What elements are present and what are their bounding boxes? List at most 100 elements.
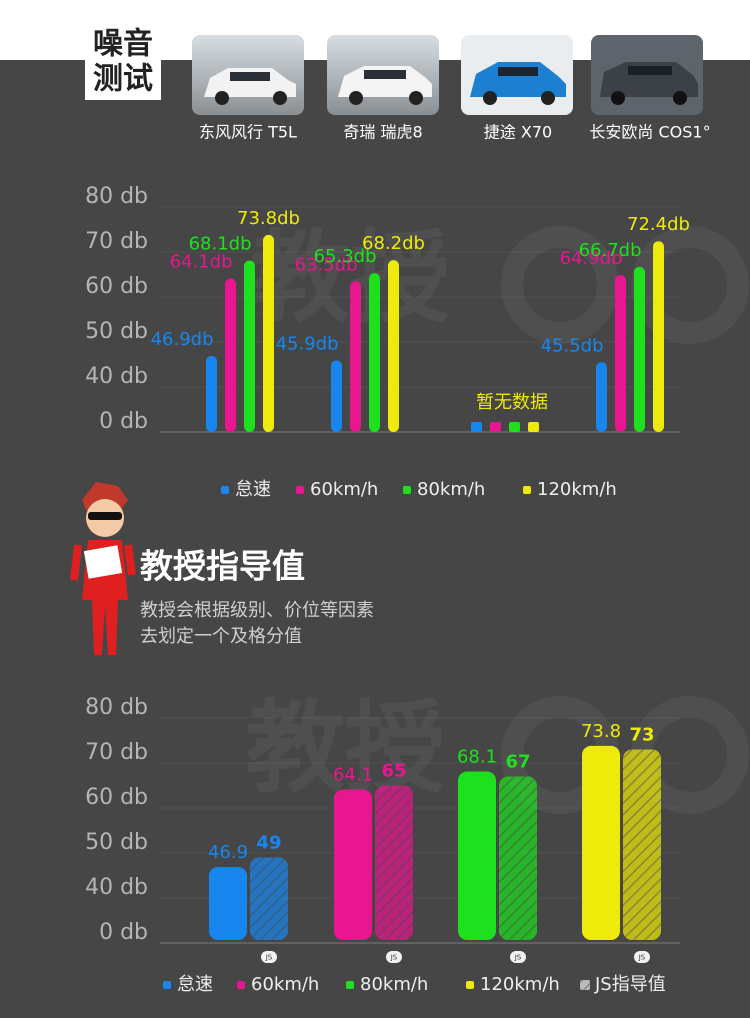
legend-label: 120km/h [480, 974, 560, 995]
data-label: 65 [381, 761, 406, 782]
data-label: 49 [256, 833, 281, 854]
badge [510, 951, 526, 963]
data-label: 73 [629, 725, 654, 746]
bar [334, 789, 372, 940]
data-label: 63.5db [295, 254, 358, 275]
data-label: 68.1 [457, 747, 497, 768]
data-label: 65.3db [314, 246, 377, 267]
legend-swatch [221, 486, 229, 494]
legend-label: 60km/h [251, 974, 319, 995]
watermark: 教授 [245, 689, 445, 806]
y-tick-label: 50 db [85, 830, 148, 855]
no-data-stub [471, 422, 482, 432]
title-line: 噪音 [93, 27, 153, 62]
legend-label: 80km/h [360, 974, 428, 995]
data-label: 64.9db [560, 248, 623, 269]
bar [244, 260, 255, 432]
bar-hatch [375, 785, 413, 940]
y-tick-label: 0 db [99, 409, 148, 434]
watermark-ring [501, 226, 619, 344]
no-data-stub [490, 422, 501, 432]
bar-hatch [499, 776, 537, 940]
legend-label: 60km/h [310, 479, 378, 500]
data-label: 66.7db [579, 240, 642, 261]
no-data-label: 暂无数据 [476, 392, 548, 413]
data-label: 68.1db [189, 234, 252, 255]
legend-label: 80km/h [417, 479, 485, 500]
no-data-stub [509, 422, 520, 432]
badge-label: JS [638, 954, 646, 962]
bar [225, 278, 236, 432]
data-label: 68.2db [362, 233, 425, 254]
title-line: 测试 [93, 62, 153, 97]
badge-label: JS [265, 954, 273, 962]
legend-swatch [466, 981, 474, 989]
y-tick-label: 70 db [85, 229, 148, 254]
data-label: 64.1 [333, 765, 373, 786]
legend-label: 怠速 [235, 479, 271, 500]
legend-swatch [523, 486, 531, 494]
bar [458, 771, 496, 940]
badge-label: JS [390, 954, 398, 962]
data-label: 45.5db [541, 335, 604, 356]
y-tick-label: 50 db [85, 319, 148, 344]
bar [263, 234, 274, 432]
badge [261, 951, 277, 963]
y-tick-label: 60 db [85, 274, 148, 299]
bar [209, 866, 247, 940]
data-label: 73.8 [581, 721, 621, 742]
legend-swatch [296, 486, 304, 494]
data-label: 45.9db [276, 333, 339, 354]
car-photo [591, 35, 703, 115]
car-label: 长安欧尚 COS1° [589, 123, 710, 142]
y-tick-label: 80 db [85, 695, 148, 720]
bar-hatch [250, 857, 288, 940]
y-tick-label: 40 db [85, 875, 148, 900]
bar [369, 273, 380, 432]
car-label: 东风风行 T5L [199, 123, 297, 142]
y-tick-label: 70 db [85, 740, 148, 765]
legend-label: 怠速 [177, 974, 213, 995]
legend-swatch [163, 981, 171, 989]
bar [350, 281, 361, 432]
data-label: 73.8db [237, 208, 300, 229]
y-tick-label: 60 db [85, 785, 148, 810]
badge-label: JS [514, 954, 522, 962]
data-label: 46.9 [208, 842, 248, 863]
badge [386, 951, 402, 963]
section-text: 教授会根据级别、价位等因素 [140, 600, 374, 621]
legend-swatch [346, 981, 354, 989]
section-title: 教授指导值 [140, 547, 305, 586]
bar [331, 360, 342, 432]
y-tick-label: 40 db [85, 364, 148, 389]
no-data-stub [528, 422, 539, 432]
car-label: 奇瑞 瑞虎8 [343, 123, 422, 142]
car-photo [327, 35, 439, 115]
y-tick-label: 0 db [99, 920, 148, 945]
bar [206, 355, 217, 432]
car-label: 捷途 X70 [484, 123, 552, 142]
legend-label: 120km/h [537, 479, 617, 500]
section-text: 去划定一个及格分值 [140, 626, 302, 647]
car-photo [192, 35, 304, 115]
title-box [85, 26, 161, 100]
bar [596, 362, 607, 432]
data-label: 67 [505, 752, 530, 773]
legend-label: JS指导值 [594, 974, 666, 995]
car-photo [461, 35, 573, 115]
bar [653, 241, 664, 432]
bar [388, 260, 399, 432]
bar [615, 274, 626, 432]
bar [582, 745, 620, 940]
badge [634, 951, 650, 963]
data-label: 72.4db [627, 214, 690, 235]
data-label: 46.9db [151, 329, 214, 350]
bar [634, 266, 645, 432]
legend-swatch-hatch [580, 980, 590, 990]
data-label: 64.1db [170, 252, 233, 273]
bar-hatch [623, 749, 661, 940]
professor-figure [70, 482, 136, 655]
y-tick-label: 80 db [85, 184, 148, 209]
